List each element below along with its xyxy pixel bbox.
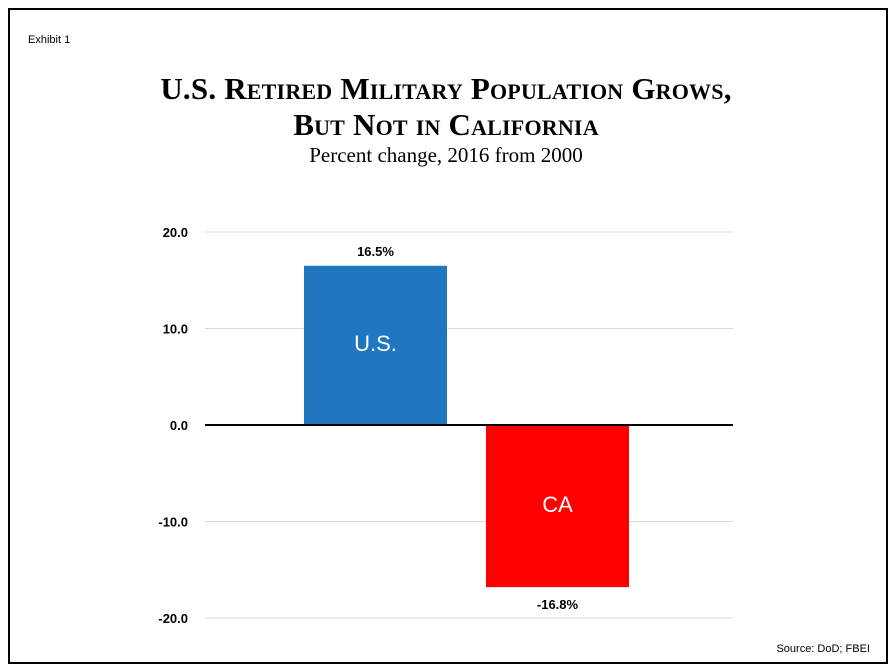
bar-category-label: CA [542, 492, 573, 517]
bar-ca [486, 425, 629, 588]
exhibit-label: Exhibit 1 [28, 34, 71, 46]
y-tick-label: 10.0 [163, 322, 188, 337]
data-label: -16.8% [537, 597, 579, 612]
y-tick-label: -10.0 [158, 515, 188, 530]
chart-subtitle: Percent change, 2016 from 2000 [309, 143, 583, 167]
y-tick-label: 0.0 [170, 418, 188, 433]
chart-frame [8, 8, 888, 664]
y-tick-label: -20.0 [158, 611, 188, 626]
bar-us [304, 265, 447, 425]
source-note: Source: DoD; FBEI [776, 643, 870, 655]
data-label: 16.5% [357, 244, 394, 259]
chart-title-line2: But Not in California [293, 107, 599, 142]
y-tick-label: 20.0 [163, 225, 188, 240]
chart-title-line1: U.S. Retired Military Population Grows, [160, 71, 732, 106]
bar-category-label: U.S. [354, 331, 397, 356]
